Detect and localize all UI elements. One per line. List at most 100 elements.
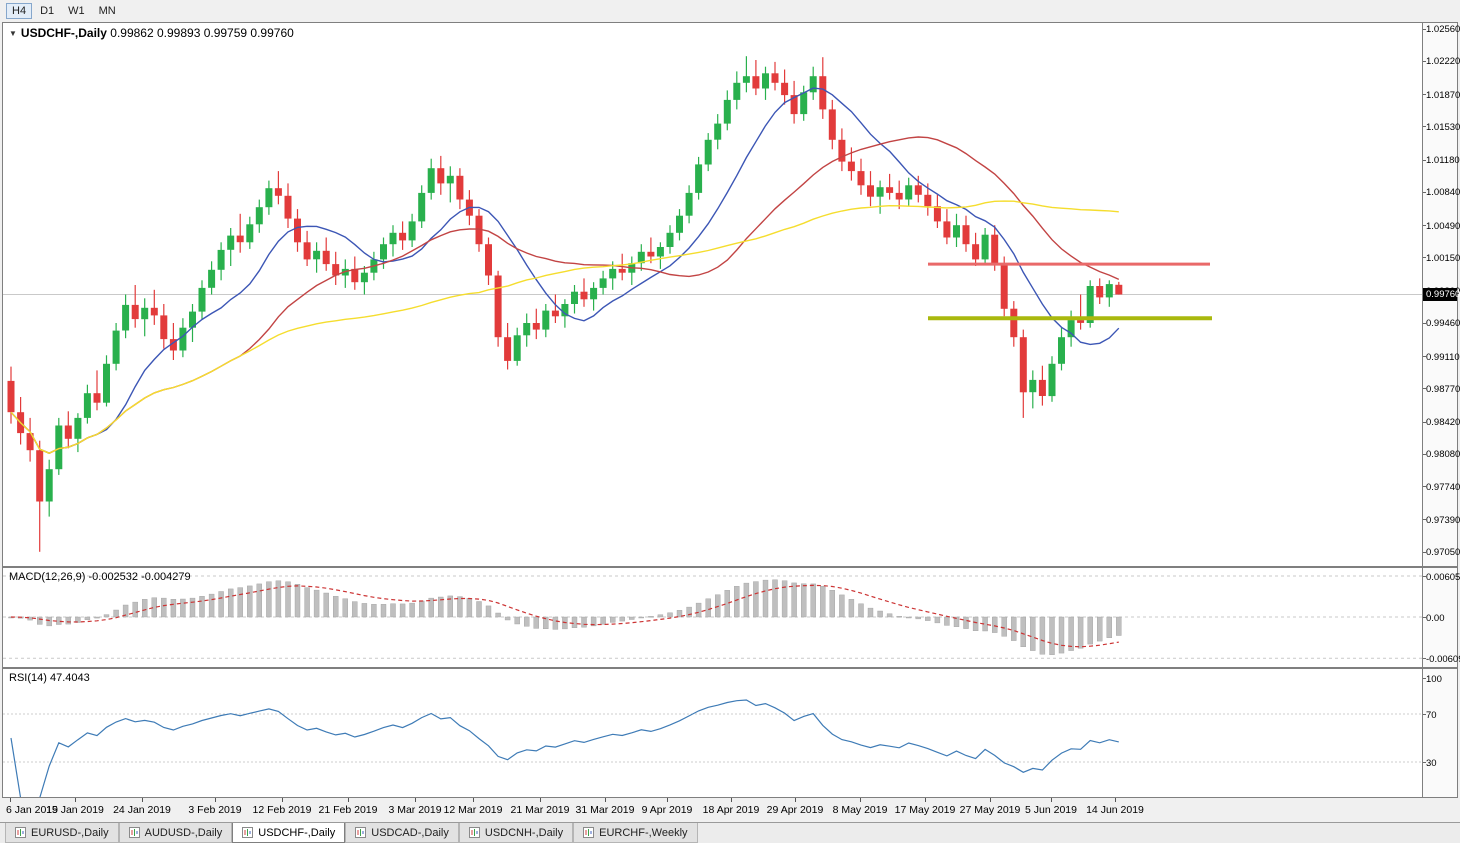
rsi-panel[interactable]: 100 70 30 RSI(14) 47.4043 <box>2 668 1458 799</box>
date-axis-tick <box>667 798 668 802</box>
date-axis-tick <box>860 798 861 802</box>
price-axis-tick <box>1423 519 1426 520</box>
current-price-badge: 0.99760 <box>1423 288 1460 301</box>
tab-usdcnh-daily[interactable]: USDCNH-,Daily <box>458 823 574 843</box>
date-axis-tick <box>605 798 606 802</box>
macd-axis-label: 0.00 <box>1426 613 1445 624</box>
price-axis-tick <box>1423 160 1426 161</box>
main-chart-panel[interactable]: 1.02560 1.02220 1.01870 1.01530 1.01180 1.008… <box>2 22 1460 567</box>
date-axis-tick <box>348 798 349 802</box>
timeframe-button-d1[interactable]: D1 <box>40 4 55 17</box>
price-axis-tick <box>1423 486 1426 487</box>
date-axis-tick <box>990 798 991 802</box>
price-axis-label: 1.01180 <box>1426 155 1460 166</box>
price-axis-tick <box>1423 94 1426 95</box>
date-axis-tick <box>731 798 732 802</box>
chart-ohlc-values: 0.99862 0.99893 0.99759 0.99760 <box>110 26 294 40</box>
date-axis-label: 12 Feb 2019 <box>252 804 312 816</box>
price-axis-tick <box>1423 454 1426 455</box>
price-axis-tick <box>1423 257 1426 258</box>
price-axis-label: 1.01870 <box>1426 90 1460 101</box>
timeframe-toolbar: H4 D1 W1 MN <box>0 0 1460 21</box>
date-axis-label: 29 Apr 2019 <box>766 804 824 816</box>
rsi-axis-tick <box>1423 762 1426 763</box>
timeframe-button-w1[interactable]: W1 <box>68 4 85 17</box>
price-axis-label: 1.02220 <box>1426 56 1460 67</box>
main-chart-plot[interactable] <box>3 23 1423 571</box>
price-axis-tick <box>1423 29 1426 30</box>
macd-axis-label: -0.006094 <box>1426 654 1460 665</box>
date-axis-label: 15 Jan 2019 <box>46 804 104 816</box>
rsi-plot[interactable] <box>3 669 1423 802</box>
price-axis[interactable]: 1.02560 1.02220 1.01870 1.01530 1.01180 1.008… <box>1422 23 1460 566</box>
date-axis-label: 8 May 2019 <box>832 804 888 816</box>
chart-icon <box>242 827 254 838</box>
price-axis-tick <box>1423 388 1426 389</box>
chart-icon <box>128 827 140 838</box>
date-axis-label: 3 Feb 2019 <box>188 804 242 816</box>
macd-label: MACD(12,26,9) <box>9 571 86 583</box>
date-axis-label: 18 Apr 2019 <box>702 804 760 816</box>
date-axis-tick <box>10 798 11 802</box>
price-axis-label: 0.97390 <box>1426 515 1460 526</box>
rsi-axis[interactable]: 100 70 30 <box>1422 669 1457 797</box>
timeframe-button-mn[interactable]: MN <box>98 4 116 17</box>
chart-icon <box>355 827 367 838</box>
price-axis-label: 0.97050 <box>1426 547 1460 558</box>
tab-eurusd-daily[interactable]: EURUSD-,Daily <box>5 823 119 843</box>
date-axis-tick <box>142 798 143 802</box>
macd-values: -0.002532 -0.004279 <box>88 571 191 583</box>
tab-usdchf-daily[interactable]: USDCHF-,Daily <box>232 823 346 843</box>
date-axis-label: 12 Mar 2019 <box>443 804 503 816</box>
date-axis-tick <box>1051 798 1052 802</box>
date-axis-label: 3 Mar 2019 <box>388 804 442 816</box>
rsi-axis-label: 70 <box>1426 710 1437 721</box>
rsi-label: RSI(14) <box>9 672 47 684</box>
rsi-value: 47.4043 <box>49 672 90 684</box>
date-axis-tick <box>925 798 926 802</box>
price-axis-tick <box>1423 356 1426 357</box>
date-axis-tick <box>215 798 216 802</box>
chart-symbol-label: USDCHF-,Daily <box>20 26 107 40</box>
date-axis-tick <box>473 798 474 802</box>
date-axis-label: 5 Jun 2019 <box>1025 804 1077 816</box>
price-axis-label: 1.00490 <box>1426 221 1460 232</box>
tab-usdcad-daily[interactable]: USDCAD-,Daily <box>345 823 459 843</box>
rsi-axis-tick <box>1423 678 1426 679</box>
date-axis-label: 9 Apr 2019 <box>641 804 693 816</box>
price-axis-label: 0.99460 <box>1426 318 1460 329</box>
date-axis-label: 31 Mar 2019 <box>575 804 635 816</box>
price-axis-tick <box>1423 126 1426 127</box>
tab-audusd-daily[interactable]: AUDUSD-,Daily <box>118 823 233 843</box>
date-axis-label: 27 May 2019 <box>959 804 1021 816</box>
price-axis-label: 0.98770 <box>1426 384 1460 395</box>
date-axis[interactable]: 6 Jan 2019 15 Jan 2019 24 Jan 2019 3 Feb 20… <box>2 798 1458 822</box>
price-axis-tick <box>1423 225 1426 226</box>
price-axis-tick <box>1423 61 1426 62</box>
price-axis-label: 1.00840 <box>1426 187 1460 198</box>
macd-axis-tick <box>1423 617 1426 618</box>
rsi-title: RSI(14) 47.4043 <box>9 672 90 684</box>
macd-panel[interactable]: 0.006058 0.00 -0.006094 MACD(12,26,9) -0.0… <box>2 567 1460 668</box>
timeframe-button-h4[interactable]: H4 <box>6 2 33 19</box>
date-axis-label: 24 Jan 2019 <box>113 804 171 816</box>
chart-menu-icon[interactable]: ▼ <box>9 29 17 38</box>
price-axis-label: 0.97740 <box>1426 482 1460 493</box>
macd-plot[interactable] <box>3 568 1423 672</box>
tab-label: EURCHF-,Weekly <box>599 826 688 839</box>
date-axis-tick <box>795 798 796 802</box>
date-axis-label: 14 Jun 2019 <box>1086 804 1144 816</box>
chart-title: ▼ USDCHF-,Daily 0.99862 0.99893 0.99759 0… <box>9 26 294 40</box>
macd-axis[interactable]: 0.006058 0.00 -0.006094 <box>1422 568 1460 667</box>
price-axis-label: 0.98080 <box>1426 449 1460 460</box>
rsi-axis-tick <box>1423 714 1426 715</box>
tab-eurchf-weekly[interactable]: EURCHF-,Weekly <box>573 823 698 843</box>
price-axis-label: 1.02560 <box>1426 24 1460 35</box>
tab-label: EURUSD-,Daily <box>31 826 109 839</box>
tab-label: USDCHF-,Daily <box>258 826 336 839</box>
price-axis-label: 0.98420 <box>1426 417 1460 428</box>
chart-icon <box>468 827 480 838</box>
price-axis-tick <box>1423 192 1426 193</box>
price-axis-label: 1.00150 <box>1426 253 1460 264</box>
